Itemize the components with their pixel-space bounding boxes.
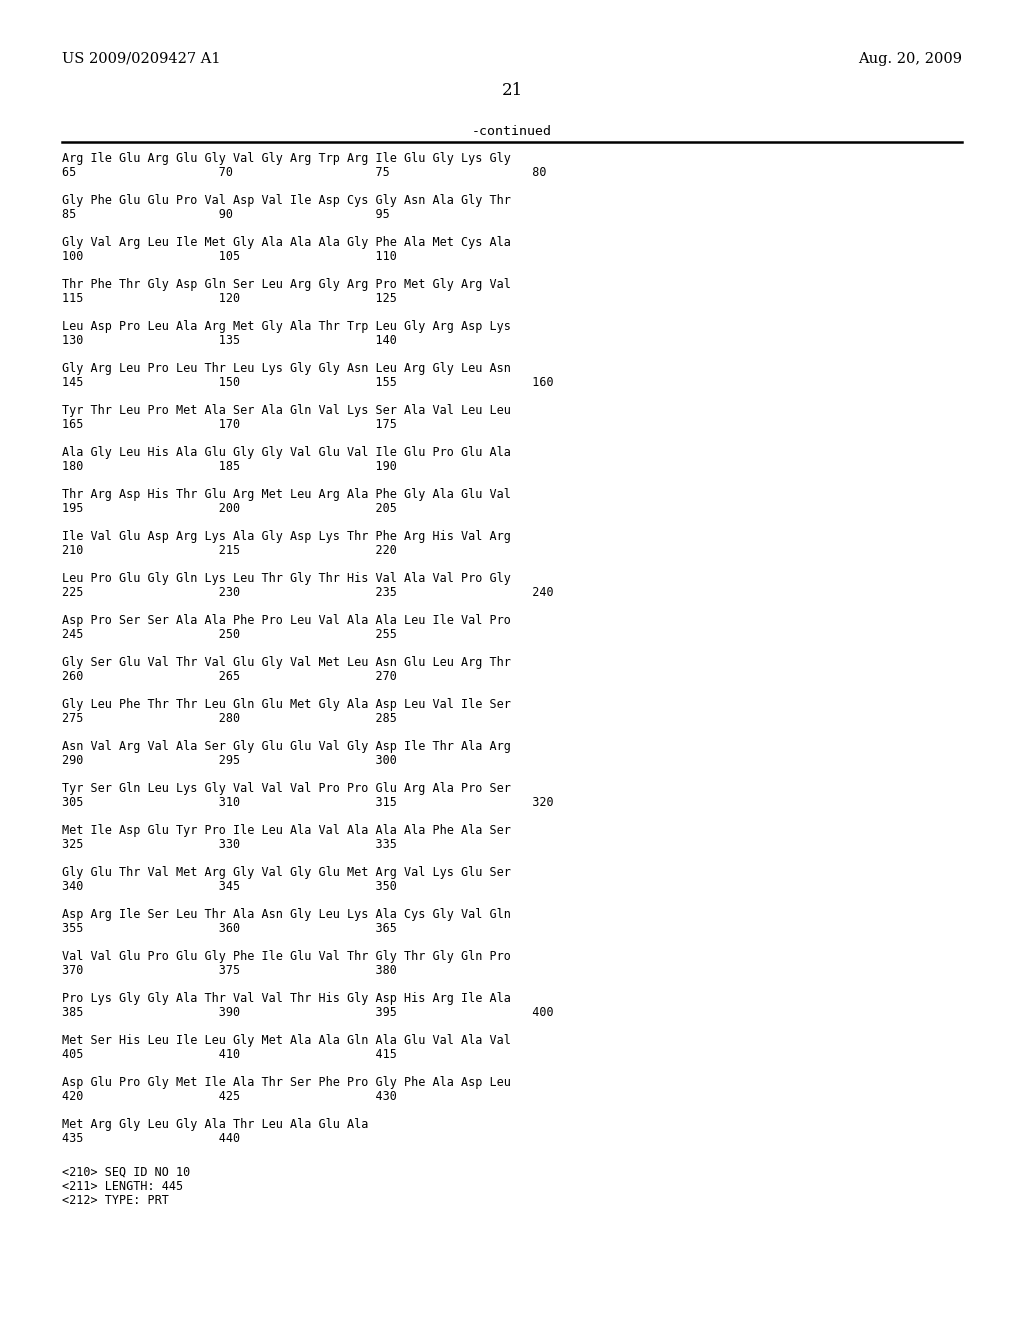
Text: Ala Gly Leu His Ala Glu Gly Gly Val Glu Val Ile Glu Pro Glu Ala: Ala Gly Leu His Ala Glu Gly Gly Val Glu … <box>62 446 511 459</box>
Text: 435                   440: 435 440 <box>62 1133 240 1144</box>
Text: 385                   390                   395                   400: 385 390 395 400 <box>62 1006 554 1019</box>
Text: 115                   120                   125: 115 120 125 <box>62 292 397 305</box>
Text: 355                   360                   365: 355 360 365 <box>62 921 397 935</box>
Text: Leu Asp Pro Leu Ala Arg Met Gly Ala Thr Trp Leu Gly Arg Asp Lys: Leu Asp Pro Leu Ala Arg Met Gly Ala Thr … <box>62 319 511 333</box>
Text: Met Ile Asp Glu Tyr Pro Ile Leu Ala Val Ala Ala Ala Phe Ala Ser: Met Ile Asp Glu Tyr Pro Ile Leu Ala Val … <box>62 824 511 837</box>
Text: Gly Glu Thr Val Met Arg Gly Val Gly Glu Met Arg Val Lys Glu Ser: Gly Glu Thr Val Met Arg Gly Val Gly Glu … <box>62 866 511 879</box>
Text: 130                   135                   140: 130 135 140 <box>62 334 397 347</box>
Text: 370                   375                   380: 370 375 380 <box>62 964 397 977</box>
Text: Gly Leu Phe Thr Thr Leu Gln Glu Met Gly Ala Asp Leu Val Ile Ser: Gly Leu Phe Thr Thr Leu Gln Glu Met Gly … <box>62 698 511 711</box>
Text: 195                   200                   205: 195 200 205 <box>62 502 397 515</box>
Text: <212> TYPE: PRT: <212> TYPE: PRT <box>62 1195 169 1206</box>
Text: 210                   215                   220: 210 215 220 <box>62 544 397 557</box>
Text: 305                   310                   315                   320: 305 310 315 320 <box>62 796 554 809</box>
Text: 245                   250                   255: 245 250 255 <box>62 628 397 642</box>
Text: Tyr Ser Gln Leu Lys Gly Val Val Val Pro Pro Glu Arg Ala Pro Ser: Tyr Ser Gln Leu Lys Gly Val Val Val Pro … <box>62 781 511 795</box>
Text: US 2009/0209427 A1: US 2009/0209427 A1 <box>62 51 220 66</box>
Text: 260                   265                   270: 260 265 270 <box>62 671 397 682</box>
Text: Gly Ser Glu Val Thr Val Glu Gly Val Met Leu Asn Glu Leu Arg Thr: Gly Ser Glu Val Thr Val Glu Gly Val Met … <box>62 656 511 669</box>
Text: Asp Arg Ile Ser Leu Thr Ala Asn Gly Leu Lys Ala Cys Gly Val Gln: Asp Arg Ile Ser Leu Thr Ala Asn Gly Leu … <box>62 908 511 921</box>
Text: Gly Val Arg Leu Ile Met Gly Ala Ala Ala Gly Phe Ala Met Cys Ala: Gly Val Arg Leu Ile Met Gly Ala Ala Ala … <box>62 236 511 249</box>
Text: Aug. 20, 2009: Aug. 20, 2009 <box>858 51 962 66</box>
Text: Thr Arg Asp His Thr Glu Arg Met Leu Arg Ala Phe Gly Ala Glu Val: Thr Arg Asp His Thr Glu Arg Met Leu Arg … <box>62 488 511 502</box>
Text: Pro Lys Gly Gly Ala Thr Val Val Thr His Gly Asp His Arg Ile Ala: Pro Lys Gly Gly Ala Thr Val Val Thr His … <box>62 993 511 1005</box>
Text: Asn Val Arg Val Ala Ser Gly Glu Glu Val Gly Asp Ile Thr Ala Arg: Asn Val Arg Val Ala Ser Gly Glu Glu Val … <box>62 741 511 752</box>
Text: Gly Arg Leu Pro Leu Thr Leu Lys Gly Gly Asn Leu Arg Gly Leu Asn: Gly Arg Leu Pro Leu Thr Leu Lys Gly Gly … <box>62 362 511 375</box>
Text: Met Ser His Leu Ile Leu Gly Met Ala Ala Gln Ala Glu Val Ala Val: Met Ser His Leu Ile Leu Gly Met Ala Ala … <box>62 1034 511 1047</box>
Text: Gly Phe Glu Glu Pro Val Asp Val Ile Asp Cys Gly Asn Ala Gly Thr: Gly Phe Glu Glu Pro Val Asp Val Ile Asp … <box>62 194 511 207</box>
Text: <211> LENGTH: 445: <211> LENGTH: 445 <box>62 1180 183 1193</box>
Text: Arg Ile Glu Arg Glu Gly Val Gly Arg Trp Arg Ile Glu Gly Lys Gly: Arg Ile Glu Arg Glu Gly Val Gly Arg Trp … <box>62 152 511 165</box>
Text: 225                   230                   235                   240: 225 230 235 240 <box>62 586 554 599</box>
Text: -continued: -continued <box>472 125 552 139</box>
Text: 65                    70                    75                    80: 65 70 75 80 <box>62 166 547 180</box>
Text: 85                    90                    95: 85 90 95 <box>62 209 390 220</box>
Text: 325                   330                   335: 325 330 335 <box>62 838 397 851</box>
Text: 145                   150                   155                   160: 145 150 155 160 <box>62 376 554 389</box>
Text: Asp Pro Ser Ser Ala Ala Phe Pro Leu Val Ala Ala Leu Ile Val Pro: Asp Pro Ser Ser Ala Ala Phe Pro Leu Val … <box>62 614 511 627</box>
Text: Leu Pro Glu Gly Gln Lys Leu Thr Gly Thr His Val Ala Val Pro Gly: Leu Pro Glu Gly Gln Lys Leu Thr Gly Thr … <box>62 572 511 585</box>
Text: 165                   170                   175: 165 170 175 <box>62 418 397 432</box>
Text: 180                   185                   190: 180 185 190 <box>62 459 397 473</box>
Text: Asp Glu Pro Gly Met Ile Ala Thr Ser Phe Pro Gly Phe Ala Asp Leu: Asp Glu Pro Gly Met Ile Ala Thr Ser Phe … <box>62 1076 511 1089</box>
Text: 100                   105                   110: 100 105 110 <box>62 249 397 263</box>
Text: Tyr Thr Leu Pro Met Ala Ser Ala Gln Val Lys Ser Ala Val Leu Leu: Tyr Thr Leu Pro Met Ala Ser Ala Gln Val … <box>62 404 511 417</box>
Text: Val Val Glu Pro Glu Gly Phe Ile Glu Val Thr Gly Thr Gly Gln Pro: Val Val Glu Pro Glu Gly Phe Ile Glu Val … <box>62 950 511 964</box>
Text: 275                   280                   285: 275 280 285 <box>62 711 397 725</box>
Text: Thr Phe Thr Gly Asp Gln Ser Leu Arg Gly Arg Pro Met Gly Arg Val: Thr Phe Thr Gly Asp Gln Ser Leu Arg Gly … <box>62 279 511 290</box>
Text: Met Arg Gly Leu Gly Ala Thr Leu Ala Glu Ala: Met Arg Gly Leu Gly Ala Thr Leu Ala Glu … <box>62 1118 369 1131</box>
Text: Ile Val Glu Asp Arg Lys Ala Gly Asp Lys Thr Phe Arg His Val Arg: Ile Val Glu Asp Arg Lys Ala Gly Asp Lys … <box>62 531 511 543</box>
Text: 290                   295                   300: 290 295 300 <box>62 754 397 767</box>
Text: 340                   345                   350: 340 345 350 <box>62 880 397 894</box>
Text: 420                   425                   430: 420 425 430 <box>62 1090 397 1104</box>
Text: <210> SEQ ID NO 10: <210> SEQ ID NO 10 <box>62 1166 190 1179</box>
Text: 21: 21 <box>502 82 522 99</box>
Text: 405                   410                   415: 405 410 415 <box>62 1048 397 1061</box>
